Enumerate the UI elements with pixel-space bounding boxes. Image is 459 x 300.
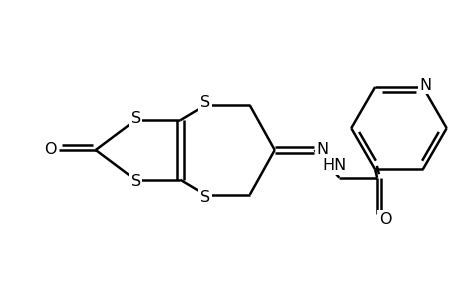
Text: O: O bbox=[44, 142, 56, 158]
Text: S: S bbox=[130, 111, 140, 126]
Text: N: N bbox=[419, 77, 431, 92]
Text: S: S bbox=[200, 95, 210, 110]
Text: HN: HN bbox=[322, 158, 346, 173]
Text: O: O bbox=[378, 212, 391, 227]
Text: S: S bbox=[200, 190, 210, 205]
Text: N: N bbox=[316, 142, 328, 158]
Text: S: S bbox=[130, 174, 140, 189]
